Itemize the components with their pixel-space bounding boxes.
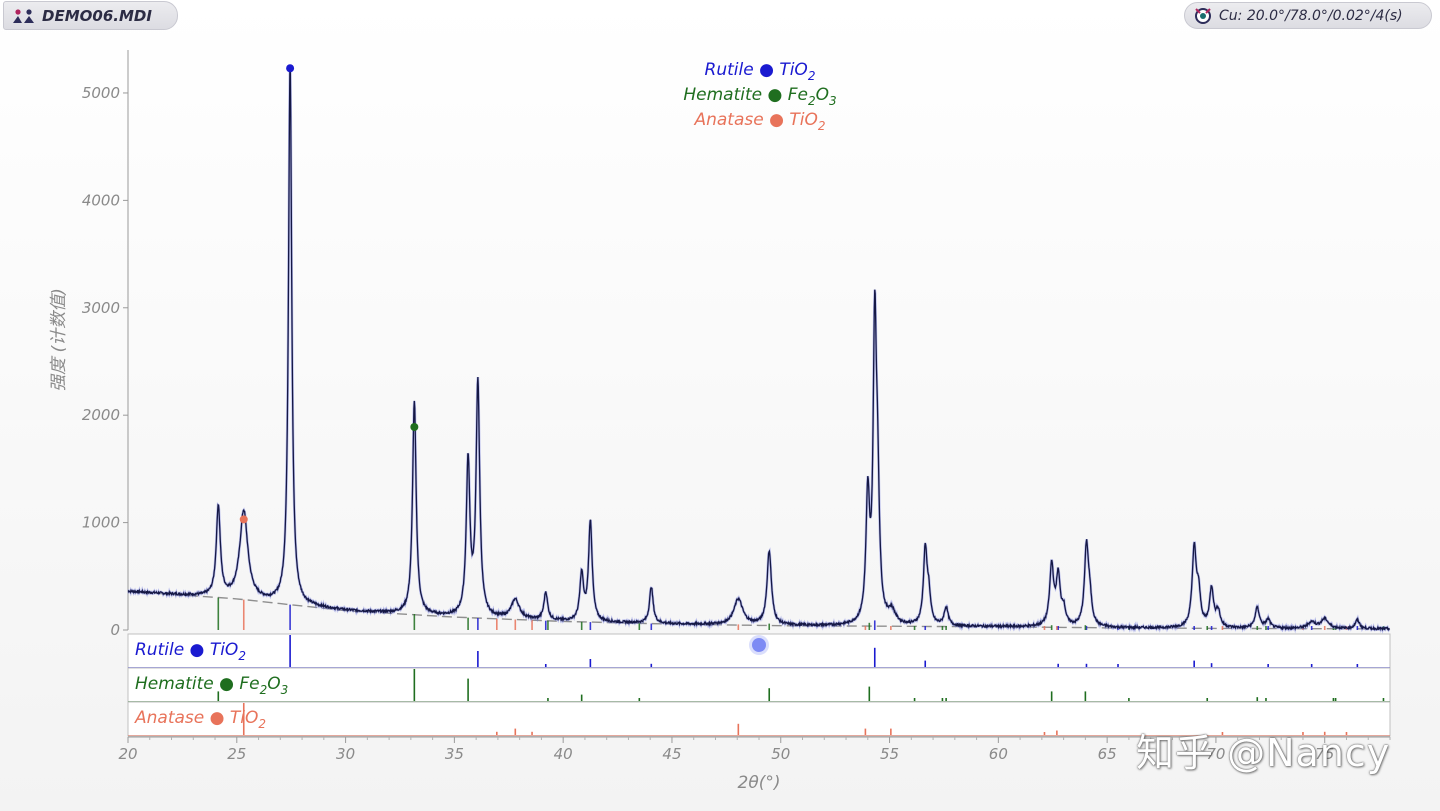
- x-tick-label: 20: [118, 745, 137, 763]
- diffraction-pattern: [127, 64, 1391, 634]
- x-tick-label: 25: [227, 745, 246, 763]
- x-tick-label: 30: [336, 745, 355, 763]
- hematite-panel-label: Hematite ● Fe2O3: [135, 674, 288, 697]
- hematite-panel: [127, 667, 1391, 703]
- anatase-panel: [127, 701, 1391, 737]
- pattern-file-icon: [13, 8, 34, 23]
- x-ray-tube-icon: [1195, 7, 1211, 24]
- x-tick-label: 40: [554, 745, 573, 763]
- y-axis-label: 强度 (计数值): [49, 288, 69, 392]
- file-name: DEMO06.MDI: [42, 6, 152, 25]
- plot-area: [128, 50, 1390, 634]
- fitted-profile: [127, 64, 1391, 634]
- x-tick-label: 75: [1315, 745, 1334, 763]
- rutile-peak-marker: [286, 64, 295, 73]
- peak-markers: [239, 64, 419, 524]
- x-tick-label: 70: [1206, 745, 1225, 763]
- anatase-panel-label: Anatase ● TiO2: [134, 708, 266, 731]
- y-tick-label: 2000: [82, 406, 120, 424]
- y-axis: 0 1000 2000 3000 4000 5000: [82, 50, 129, 639]
- y-tick-label: 0: [110, 621, 120, 639]
- x-axis-label: 2θ(°): [738, 773, 781, 793]
- x-tick-label: 50: [771, 745, 790, 763]
- background-line: [127, 590, 1390, 630]
- file-tab[interactable]: DEMO06.MDI: [3, 1, 178, 30]
- x-tick-label: 45: [662, 745, 681, 763]
- cursor-dot[interactable]: [752, 638, 766, 652]
- background-curve: [127, 590, 1390, 630]
- x-tick-label: 55: [880, 745, 899, 763]
- rutile-panel-label: Rutile ● TiO2: [135, 640, 246, 663]
- x-tick-label: 65: [1098, 745, 1117, 763]
- anatase-peak-marker: [239, 515, 248, 524]
- y-tick-label: 3000: [82, 299, 120, 317]
- x-axis: 20 25 30 35 40 45 50 55 60 65 70 75: [118, 736, 1391, 763]
- measured-pattern: [127, 66, 1390, 632]
- x-tick-label: 60: [989, 745, 1008, 763]
- scan-conditions-tab[interactable]: Cu: 20.0°/78.0°/0.02°/4(s): [1184, 2, 1432, 29]
- legend-entry-anatase: Anatase ● TiO2: [693, 110, 825, 133]
- watermark: 知乎 @Nancy: [1136, 731, 1391, 775]
- legend-entry-rutile: Rutile ● TiO2: [705, 60, 816, 83]
- y-tick-label: 1000: [82, 514, 120, 532]
- scan-conditions: Cu: 20.0°/78.0°/0.02°/4(s): [1219, 7, 1403, 24]
- x-tick-label: 35: [445, 745, 464, 763]
- legend-entry-hematite: Hematite ● Fe2O3: [683, 85, 836, 108]
- y-tick-label: 4000: [82, 191, 120, 209]
- y-tick-label: 5000: [82, 84, 120, 102]
- hematite-peak-marker: [410, 423, 419, 431]
